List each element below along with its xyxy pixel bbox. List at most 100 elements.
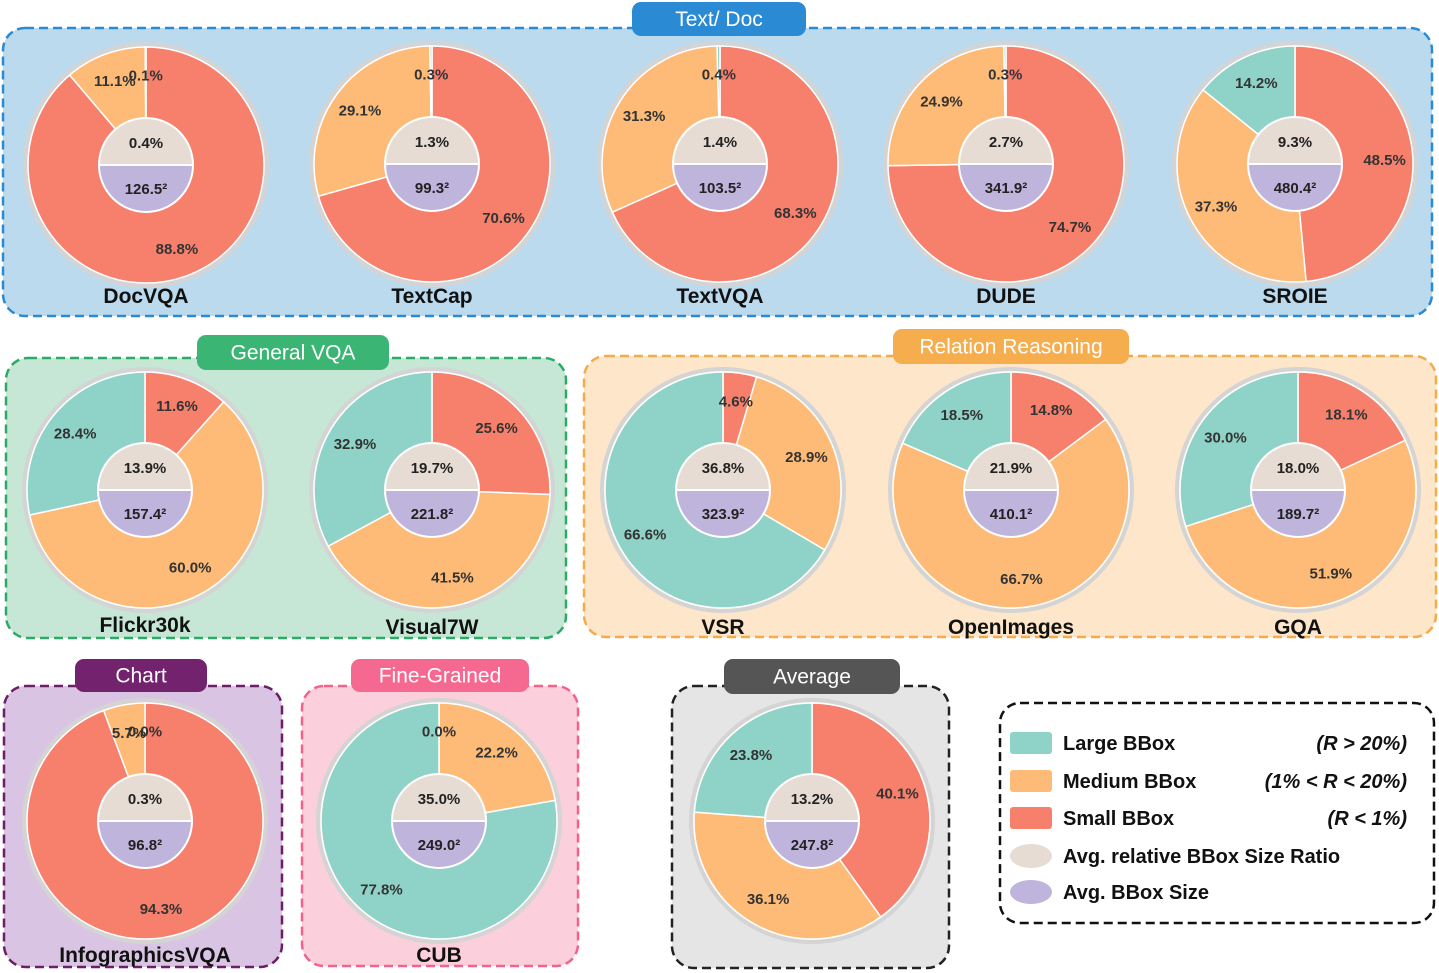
- chart-openimages-label-medium: 66.7%: [1000, 571, 1043, 588]
- legend-item-small: Small BBox (R < 1%): [1010, 807, 1407, 830]
- chart-infographicsvqa-label-large: 0.0%: [128, 723, 162, 740]
- chart-average-ratio-label: 13.2%: [791, 791, 834, 808]
- chart-gqa: 18.0% 189.7² 30.0% 51.9% 18.1% GQA: [1175, 367, 1421, 639]
- chart-average-label-large: 23.8%: [730, 747, 773, 764]
- chart-visual7w-label-small: 25.6%: [475, 420, 518, 437]
- panel-title-finegrained: Fine-Grained: [379, 665, 502, 688]
- chart-textcap-size-half: [383, 163, 481, 212]
- chart-openimages-name: OpenImages: [948, 616, 1074, 639]
- chart-average-label-small: 40.1%: [876, 786, 919, 803]
- chart-sroie-slice-small: [1294, 45, 1414, 283]
- chart-textvqa-label-small: 68.3%: [774, 205, 817, 222]
- chart-cub-outer-ring: [316, 698, 562, 944]
- chart-dude-size-half: [957, 163, 1055, 212]
- panel-title-relation: Relation Reasoning: [919, 336, 1102, 359]
- chart-infographicsvqa-name: InfographicsVQA: [59, 944, 231, 967]
- chart-visual7w-ratio-half: [383, 442, 481, 491]
- chart-visual7w-name: Visual7W: [386, 616, 479, 639]
- chart-flickr30k-ratio-half: [96, 442, 194, 491]
- chart-dude-ratio-label: 2.7%: [989, 134, 1023, 151]
- chart-sroie-ratio-label: 9.3%: [1278, 134, 1312, 151]
- chart-sroie-ratio-half: [1246, 116, 1344, 165]
- legend-swatch-ratio: [1010, 844, 1052, 868]
- legend-condition-medium: (1% < R < 20%): [1265, 771, 1408, 793]
- chart-dude: 2.7% 341.9² 0.3% 24.9% 74.7% DUDE: [883, 41, 1129, 308]
- chart-vsr-size-half: [674, 489, 772, 538]
- chart-textcap-name: TextCap: [391, 285, 472, 308]
- legend-condition-large: (R > 20%): [1316, 733, 1407, 755]
- chart-flickr30k-name: Flickr30k: [99, 614, 190, 637]
- chart-sroie: 9.3% 480.4² 14.2% 37.3% 48.5% SROIE: [1172, 41, 1418, 308]
- chart-sroie-name: SROIE: [1262, 285, 1327, 308]
- chart-dude-slice-large: [1003, 45, 1007, 165]
- chart-flickr30k-size-label: 157.4²: [124, 506, 167, 523]
- chart-average-slice-medium: [693, 811, 882, 940]
- chart-gqa-size-label: 189.7²: [1277, 506, 1320, 523]
- chart-textcap-label-medium: 29.1%: [339, 103, 382, 120]
- chart-cub-name: CUB: [416, 944, 462, 967]
- legend-label-large: Large BBox: [1063, 733, 1175, 755]
- chart-gqa-label-large: 30.0%: [1204, 429, 1247, 446]
- chart-flickr30k: 13.9% 157.4² 28.4% 60.0% 11.6% Flickr30k: [22, 367, 268, 637]
- legend-box: [998, 701, 1436, 925]
- panel-title-bg-textdoc: [632, 2, 806, 36]
- chart-cub-ratio-label: 35.0%: [418, 791, 461, 808]
- chart-sroie-label-medium: 37.3%: [1195, 199, 1238, 216]
- panel-title-average: Average: [773, 666, 851, 689]
- chart-openimages-ratio-half: [962, 442, 1060, 491]
- chart-gqa-label-small: 18.1%: [1325, 406, 1368, 423]
- chart-sroie-size-half: [1246, 163, 1344, 212]
- chart-average-ratio-half: [763, 773, 861, 822]
- chart-openimages-ratio-label: 21.9%: [990, 460, 1033, 477]
- chart-flickr30k-label-small: 11.6%: [156, 398, 198, 415]
- chart-flickr30k-label-medium: 60.0%: [169, 560, 212, 577]
- chart-textvqa-label-large: 0.4%: [702, 66, 736, 83]
- chart-infographicsvqa-size-label: 96.8²: [128, 837, 162, 854]
- legend-label-ratio: Avg. relative BBox Size Ratio: [1063, 846, 1340, 868]
- chart-average-size-half: [763, 820, 861, 869]
- chart-dude-outer-ring: [883, 41, 1129, 287]
- panel-title-chart: Chart: [115, 665, 167, 688]
- chart-visual7w-outer-ring: [309, 367, 555, 613]
- chart-textcap-outer-ring: [309, 41, 555, 287]
- chart-visual7w: 19.7% 221.8² 32.9% 41.5% 25.6% Visual7W: [309, 367, 555, 639]
- legend-item-ratio: Avg. relative BBox Size Ratio: [1010, 844, 1340, 868]
- chart-cub-label-large: 77.8%: [360, 882, 403, 899]
- chart-cub: 35.0% 249.0² 77.8% 22.2% 0.0% CUB: [316, 698, 562, 967]
- chart-docvqa-ratio-half: [97, 117, 195, 166]
- chart-sroie-slice-medium: [1176, 88, 1307, 283]
- chart-textvqa-label-medium: 31.3%: [623, 108, 666, 125]
- chart-dude-label-small: 74.7%: [1049, 219, 1092, 236]
- legend: Large BBox (R > 20%) Medium BBox (1% < R < …: [998, 701, 1436, 925]
- chart-vsr-name: VSR: [701, 616, 744, 639]
- chart-textvqa-ratio-label: 1.4%: [703, 134, 737, 151]
- chart-openimages-label-large: 18.5%: [941, 407, 984, 424]
- chart-textcap: 1.3% 99.3² 0.3% 29.1% 70.6% TextCap: [309, 41, 555, 308]
- chart-dude-slice-small: [887, 45, 1125, 283]
- chart-sroie-label-large: 14.2%: [1235, 75, 1278, 92]
- chart-textcap-label-small: 70.6%: [482, 210, 525, 227]
- legend-label-medium: Medium BBox: [1063, 771, 1196, 793]
- chart-docvqa-size-label: 126.5²: [125, 181, 168, 198]
- chart-flickr30k-label-large: 28.4%: [54, 426, 97, 443]
- chart-cub-label-medium: 22.2%: [475, 744, 518, 761]
- chart-vsr-outer-ring: [600, 367, 846, 613]
- chart-vsr-ratio-label: 36.8%: [702, 460, 745, 477]
- legend-swatch-small: [1010, 807, 1052, 829]
- legend-condition-small: (R < 1%): [1328, 808, 1408, 830]
- chart-infographicsvqa-label-small: 94.3%: [140, 901, 183, 918]
- panel-title-bg-relation: [893, 329, 1129, 364]
- chart-openimages-size-label: 410.1²: [990, 506, 1033, 523]
- chart-gqa-name: GQA: [1274, 616, 1322, 639]
- chart-dude-label-medium: 24.9%: [920, 94, 963, 111]
- legend-label-small: Small BBox: [1063, 808, 1174, 830]
- chart-gqa-outer-ring: [1175, 367, 1421, 613]
- chart-infographicsvqa-outer-ring: [22, 698, 268, 944]
- chart-docvqa-size-half: [97, 164, 195, 213]
- chart-cub-size-half: [390, 820, 488, 869]
- panel-title-bg-generalvqa: [197, 335, 389, 370]
- chart-vsr-label-large: 66.6%: [624, 527, 667, 544]
- legend-item-medium: Medium BBox (1% < R < 20%): [1010, 770, 1407, 793]
- chart-average-slice-small: [811, 702, 931, 918]
- chart-textcap-ratio-label: 1.3%: [415, 134, 449, 151]
